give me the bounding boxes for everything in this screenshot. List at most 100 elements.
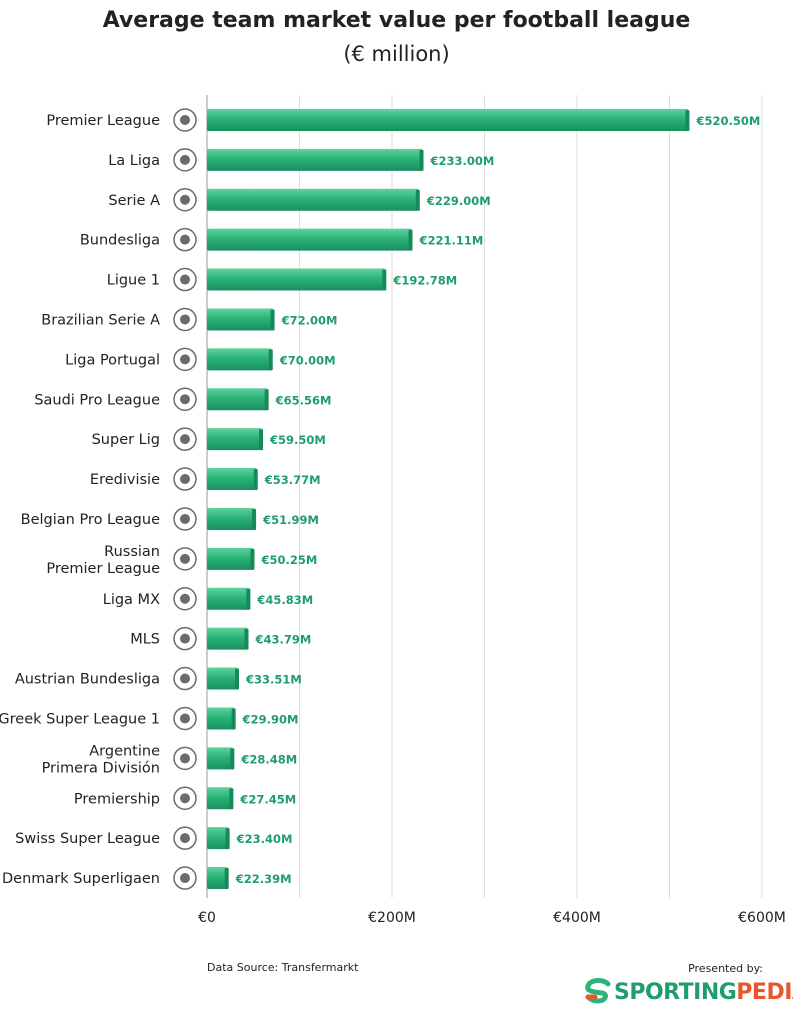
league-logo-icon-center bbox=[180, 553, 190, 564]
bar-end-cap bbox=[224, 868, 229, 890]
league-icons bbox=[173, 108, 197, 890]
presented-by: Presented by: bbox=[688, 962, 763, 975]
category-label: La Liga bbox=[108, 153, 160, 169]
bar bbox=[207, 468, 257, 491]
chart-subtitle: (€ million) bbox=[343, 42, 450, 66]
league-logo-icon-center bbox=[180, 114, 190, 125]
bar bbox=[207, 268, 386, 291]
brand-logo: SPORTINGPEDIA bbox=[582, 976, 793, 1008]
bar-end-cap bbox=[250, 548, 255, 570]
category-label-line: Premier League bbox=[46, 561, 160, 577]
bar bbox=[207, 787, 233, 810]
x-tick-label: €0 bbox=[198, 910, 216, 926]
bar bbox=[207, 108, 689, 131]
bar-end-cap bbox=[268, 349, 273, 371]
bar-end-cap bbox=[408, 229, 413, 251]
category-label: Swiss Super League bbox=[15, 831, 160, 847]
chart-title: Average team market value per football l… bbox=[102, 8, 691, 33]
value-label: €65.56M bbox=[275, 393, 332, 407]
bar bbox=[207, 188, 419, 211]
bar bbox=[207, 827, 229, 850]
bar-end-cap bbox=[225, 828, 230, 850]
category-labels: Premier League La Liga Serie A Bundesliga Li… bbox=[0, 113, 160, 887]
category-label: Serie A bbox=[108, 193, 160, 209]
bar bbox=[207, 867, 228, 890]
value-label: €72.00M bbox=[281, 313, 338, 327]
bar bbox=[207, 547, 254, 570]
bars bbox=[207, 108, 690, 890]
league-logo-icon-center bbox=[180, 194, 190, 205]
bar bbox=[207, 148, 423, 171]
brand-name-part2: PEDIA bbox=[736, 979, 793, 1005]
category-label: Russian Premier League bbox=[46, 544, 160, 577]
bar-end-cap bbox=[252, 508, 257, 530]
value-label: €70.00M bbox=[279, 353, 336, 367]
league-logo-icon-center bbox=[180, 354, 190, 365]
value-labels: €520.50M €233.00M €229.00M €221.11M €192.78M… bbox=[235, 114, 761, 886]
category-label: Liga Portugal bbox=[65, 352, 160, 368]
bar-end-cap bbox=[230, 748, 235, 770]
league-logo-icon-center bbox=[180, 673, 190, 684]
bar-end-cap bbox=[382, 269, 387, 291]
bar-end-cap bbox=[234, 668, 239, 690]
category-label-line: Russian bbox=[104, 544, 160, 560]
category-label: Denmark Superligaen bbox=[2, 871, 160, 887]
bar-end-cap bbox=[264, 389, 269, 411]
bar-end-cap bbox=[231, 708, 236, 730]
value-label: €45.83M bbox=[256, 593, 313, 607]
league-logo-icon-center bbox=[180, 753, 190, 764]
value-label: €29.90M bbox=[242, 712, 299, 726]
league-logo-icon-center bbox=[180, 154, 190, 165]
value-label: €51.99M bbox=[262, 513, 319, 527]
category-label: Premiership bbox=[74, 791, 160, 807]
value-label: €27.45M bbox=[239, 792, 296, 806]
bar-end-cap bbox=[229, 788, 234, 810]
category-label: Super Lig bbox=[92, 432, 160, 448]
bar-end-cap bbox=[259, 429, 264, 451]
x-axis-ticks: €0 €200M €400M €600M bbox=[198, 910, 786, 926]
value-label: €192.78M bbox=[392, 274, 457, 288]
value-label: €233.00M bbox=[430, 154, 495, 168]
category-label: Eredivisie bbox=[90, 472, 160, 488]
value-label: €50.25M bbox=[260, 553, 317, 567]
league-logo-icon-center bbox=[180, 314, 190, 325]
league-logo-icon-center bbox=[180, 873, 190, 884]
data-source: Data Source: Transfermarkt bbox=[207, 961, 359, 974]
bar bbox=[207, 707, 235, 730]
league-logo-icon-center bbox=[180, 474, 190, 485]
bar bbox=[207, 667, 238, 690]
brand-name-part1: SPORTING bbox=[614, 979, 737, 1005]
category-label: Liga MX bbox=[103, 592, 160, 608]
grid-lines bbox=[206, 95, 763, 898]
bar-end-cap bbox=[685, 109, 690, 131]
bar-end-cap bbox=[246, 588, 251, 610]
league-logo-icon-center bbox=[180, 434, 190, 445]
bar bbox=[207, 627, 248, 650]
category-label: Argentine Primera División bbox=[42, 743, 161, 776]
category-label: Bundesliga bbox=[80, 233, 160, 249]
bar-end-cap bbox=[244, 628, 249, 650]
bar-chart: Premier League La Liga Serie A Bundesliga Li… bbox=[0, 95, 786, 926]
value-label: €229.00M bbox=[426, 194, 491, 208]
bar-end-cap bbox=[270, 309, 275, 331]
bar-end-cap bbox=[253, 469, 258, 491]
value-label: €33.51M bbox=[245, 673, 302, 687]
category-label: MLS bbox=[130, 632, 160, 648]
category-label: Saudi Pro League bbox=[34, 392, 160, 408]
category-label: Ligue 1 bbox=[107, 273, 160, 289]
category-label: Premier League bbox=[46, 113, 160, 129]
league-logo-icon-center bbox=[180, 274, 190, 285]
value-label: €520.50M bbox=[695, 114, 760, 128]
bar bbox=[207, 348, 272, 371]
bar-end-cap bbox=[415, 189, 420, 211]
brand-s-icon bbox=[585, 978, 611, 1004]
x-tick-label: €200M bbox=[368, 910, 416, 926]
bar bbox=[207, 587, 250, 610]
category-label-line: Primera División bbox=[42, 760, 160, 776]
value-label: €28.48M bbox=[240, 752, 297, 766]
bar bbox=[207, 228, 412, 251]
value-label: €43.79M bbox=[255, 633, 312, 647]
value-label: €59.50M bbox=[269, 433, 326, 447]
league-logo-icon-center bbox=[180, 513, 190, 524]
league-logo-icon-center bbox=[180, 833, 190, 844]
